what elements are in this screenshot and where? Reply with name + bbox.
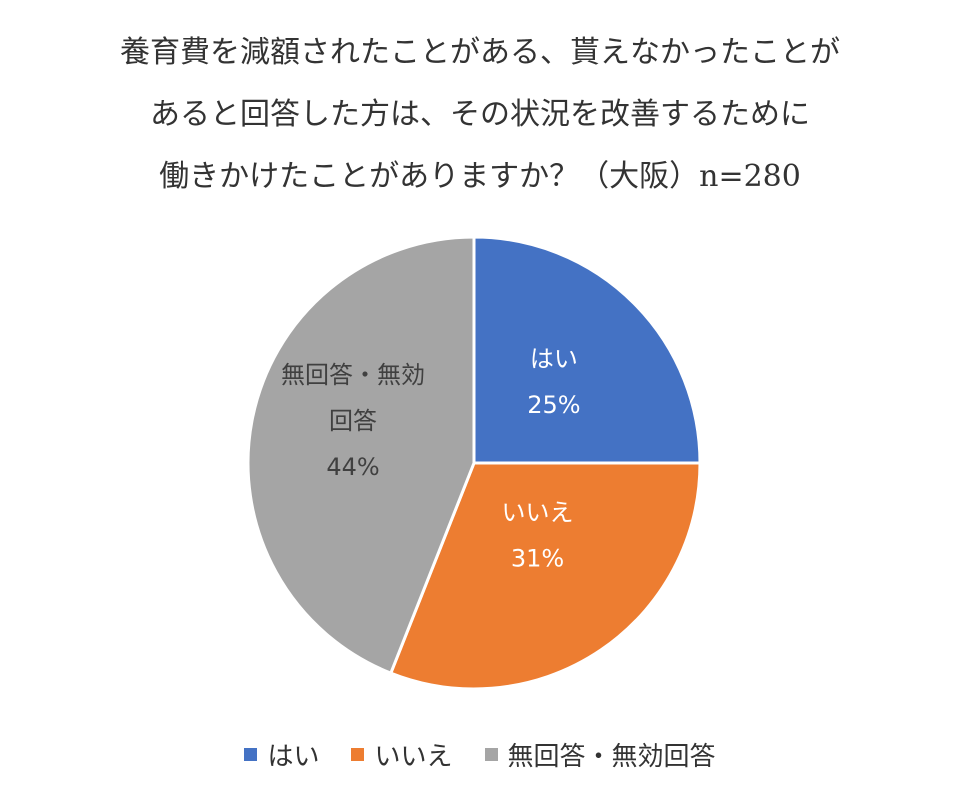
legend-swatch-no [351,748,365,761]
legend-item-yes: はい [244,736,319,773]
chart-title: 養育費を減額されたことがある、貰えなかったことが あると回答した方は、その状況を… [0,22,960,208]
pie-category-label-no-answer: 無回答・無効 [281,361,425,389]
pie-slice-no [388,461,702,691]
legend-swatch-yes [244,748,258,761]
legend: はい いいえ 無回答・無効回答 [0,736,960,773]
legend-item-no-answer: 無回答・無効回答 [484,736,716,773]
pie-value-label-yes: 25% [527,391,580,419]
pie-category-label-no-answer: 回答 [329,407,377,435]
chart-title-line-3: 働きかけたことがありますか？（大阪）n=280 [159,159,801,194]
pie-slice-no-answer [246,235,476,676]
legend-label-no-answer: 無回答・無効回答 [507,742,716,772]
legend-label-yes: はい [267,742,320,772]
pie-slice-yes [472,235,702,465]
chart-title-line-2: あると回答した方は、その状況を改善するために [150,97,810,132]
legend-item-no: いいえ [351,736,453,773]
chart-title-line-1: 養育費を減額されたことがある、貰えなかったことが [120,35,840,70]
legend-swatch-no-answer [484,748,498,761]
legend-label-no: いいえ [374,742,453,772]
pie-category-label-no: いいえ [502,498,574,526]
pie-category-label-yes: はい [530,345,578,373]
pie-value-label-no: 31% [511,544,564,572]
pie-value-label-no-answer: 44% [326,453,379,481]
